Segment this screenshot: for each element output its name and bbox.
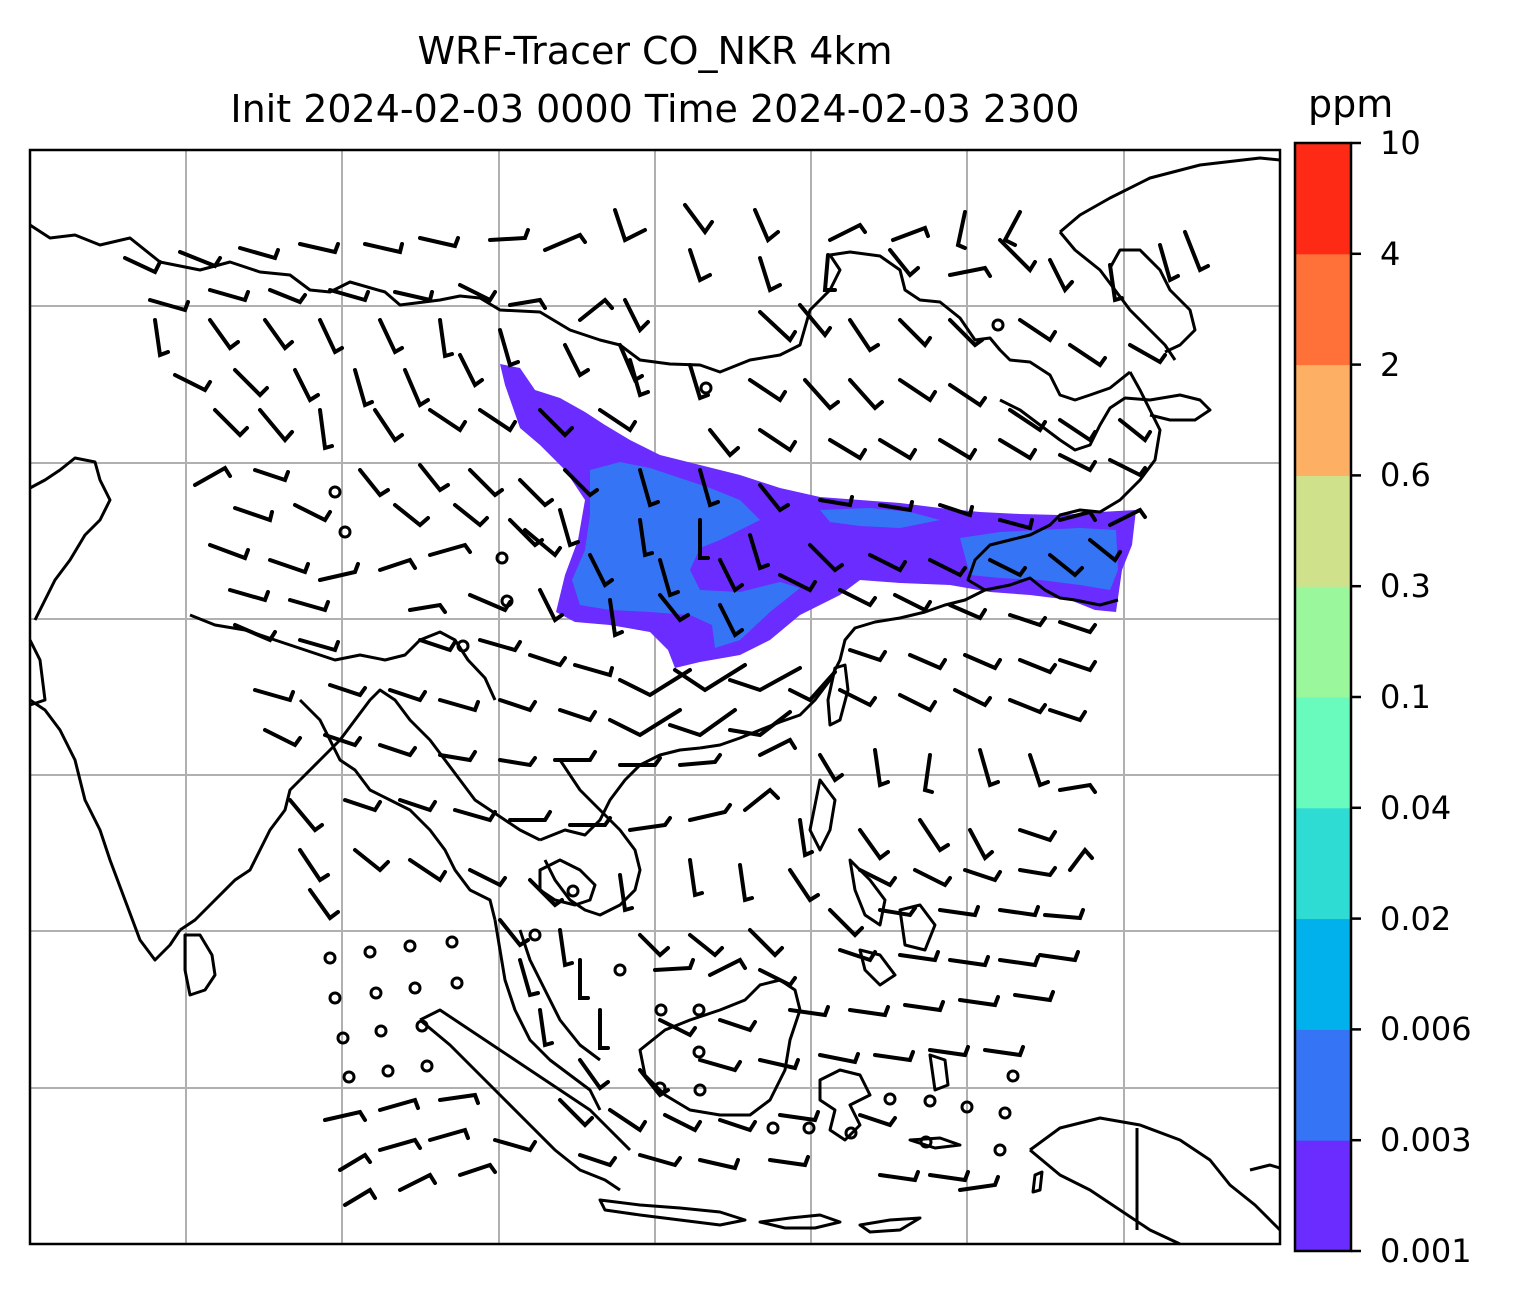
colorbar-band [1295,1029,1351,1141]
colorbar-tick-label: 4 [1380,234,1401,273]
colorbar-band [1295,697,1351,809]
colorbar-band [1295,586,1351,698]
calm-wind-circles [323,318,1020,1157]
colorbar-band [1295,475,1351,587]
colorbar-tick-label: 0.02 [1380,899,1452,938]
colorbar-tick-label: 0.1 [1380,678,1431,716]
colorbar-tick-label: 0.6 [1380,456,1431,495]
map-frame [28,148,1282,1246]
colorbar [1293,141,1361,1253]
colorbar-tick-label: 0.001 [1380,1232,1472,1270]
colorbar-tick-label: 0.006 [1380,1010,1472,1049]
wind-barbs [123,203,1210,1207]
colorbar-band [1295,807,1351,920]
map-title-line1: WRF-Tracer CO_NKR 4km [417,29,893,73]
colorbar-band [1295,143,1351,255]
colorbar-bands [1295,143,1351,1252]
colorbar-tick-label: 0.003 [1380,1121,1472,1160]
colorbar-unit-label: ppm [1308,82,1394,126]
colorbar-band [1295,918,1351,1030]
colorbar-tick-label: 10 [1380,124,1421,162]
colorbar-band [1295,253,1351,366]
map-title-line2: Init 2024-02-03 0000 Time 2024-02-03 230… [230,87,1080,131]
colorbar-ticks [1351,141,1361,1253]
colorbar-band [1295,1140,1351,1252]
colorbar-tick-label: 0.04 [1380,788,1452,827]
colorbar-band [1295,364,1351,476]
colorbar-tick-label: 0.3 [1380,567,1431,606]
colorbar-tick-label: 2 [1380,345,1401,384]
map-panel [28,148,1282,1246]
